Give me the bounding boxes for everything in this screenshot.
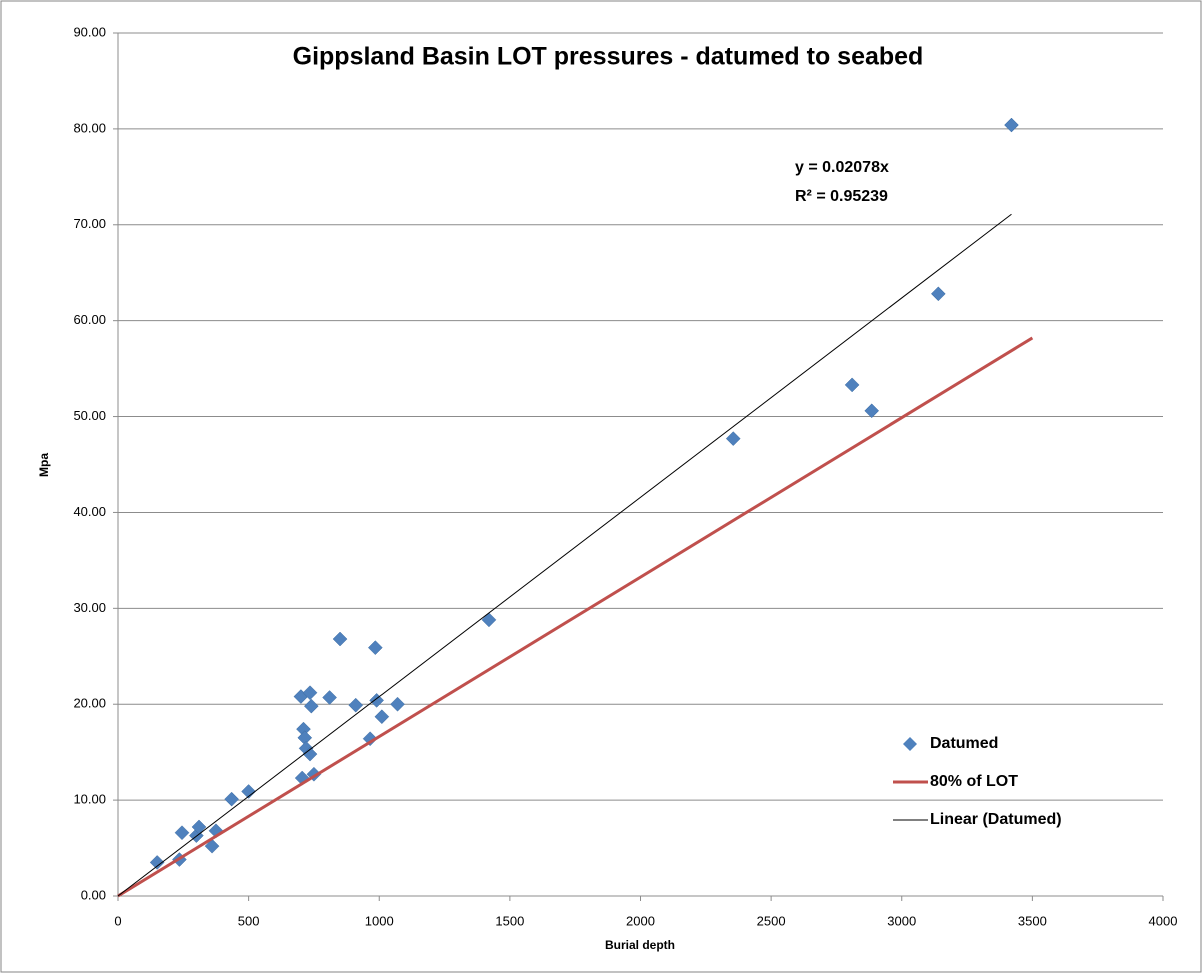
- x-tick-label: 2000: [626, 913, 655, 928]
- point: [362, 731, 378, 747]
- annotation: y = 0.02078x: [795, 159, 889, 176]
- x-tick-label: 2500: [757, 913, 786, 928]
- y-tick-label: 70.00: [73, 216, 106, 231]
- trend-line: [117, 213, 1012, 897]
- point: [367, 640, 383, 656]
- y-tick-label: 20.00: [73, 696, 106, 711]
- y-tick-label: 40.00: [73, 504, 106, 519]
- point: [302, 685, 318, 701]
- x-tick-label: 1500: [495, 913, 524, 928]
- y-axis-label: Mpa: [37, 453, 51, 477]
- legend-label: 80% of LOT: [930, 773, 1018, 790]
- point: [204, 838, 220, 854]
- trend-line: [117, 336, 1034, 898]
- x-tick-label: 4000: [1149, 913, 1178, 928]
- y-tick-label: 90.00: [73, 24, 106, 39]
- chart-title: Gippsland Basin LOT pressures - datumed …: [293, 43, 924, 71]
- x-axis-label: Burial depth: [605, 938, 675, 952]
- point: [332, 631, 348, 647]
- y-tick-label: 0.00: [81, 887, 106, 902]
- annotation: R² = 0.95239: [795, 188, 888, 205]
- y-tick-label: 30.00: [73, 600, 106, 615]
- point: [864, 403, 880, 419]
- legend-label: Linear (Datumed): [930, 811, 1062, 828]
- point: [374, 709, 390, 725]
- point: [224, 791, 239, 807]
- point: [844, 377, 860, 393]
- point: [390, 696, 405, 712]
- point: [1004, 117, 1019, 133]
- x-tick-label: 1000: [365, 913, 394, 928]
- point: [322, 690, 337, 705]
- point: [302, 746, 318, 762]
- x-tick-label: 3500: [1018, 913, 1047, 928]
- x-tick-label: 500: [238, 913, 260, 928]
- point: [303, 698, 319, 714]
- point: [369, 693, 384, 708]
- point: [481, 612, 497, 628]
- legend-marker: [903, 737, 917, 751]
- point: [348, 697, 364, 713]
- y-tick-label: 60.00: [73, 312, 106, 327]
- y-tick-label: 50.00: [73, 408, 106, 423]
- y-tick-label: 10.00: [73, 792, 106, 807]
- x-tick-label: 3000: [887, 913, 916, 928]
- point: [174, 825, 190, 841]
- point: [241, 784, 256, 799]
- point: [149, 855, 165, 870]
- y-tick-label: 80.00: [73, 120, 106, 135]
- point: [930, 286, 946, 302]
- point: [725, 431, 741, 446]
- legend-label: Datumed: [930, 735, 998, 752]
- x-tick-label: 0: [114, 913, 121, 928]
